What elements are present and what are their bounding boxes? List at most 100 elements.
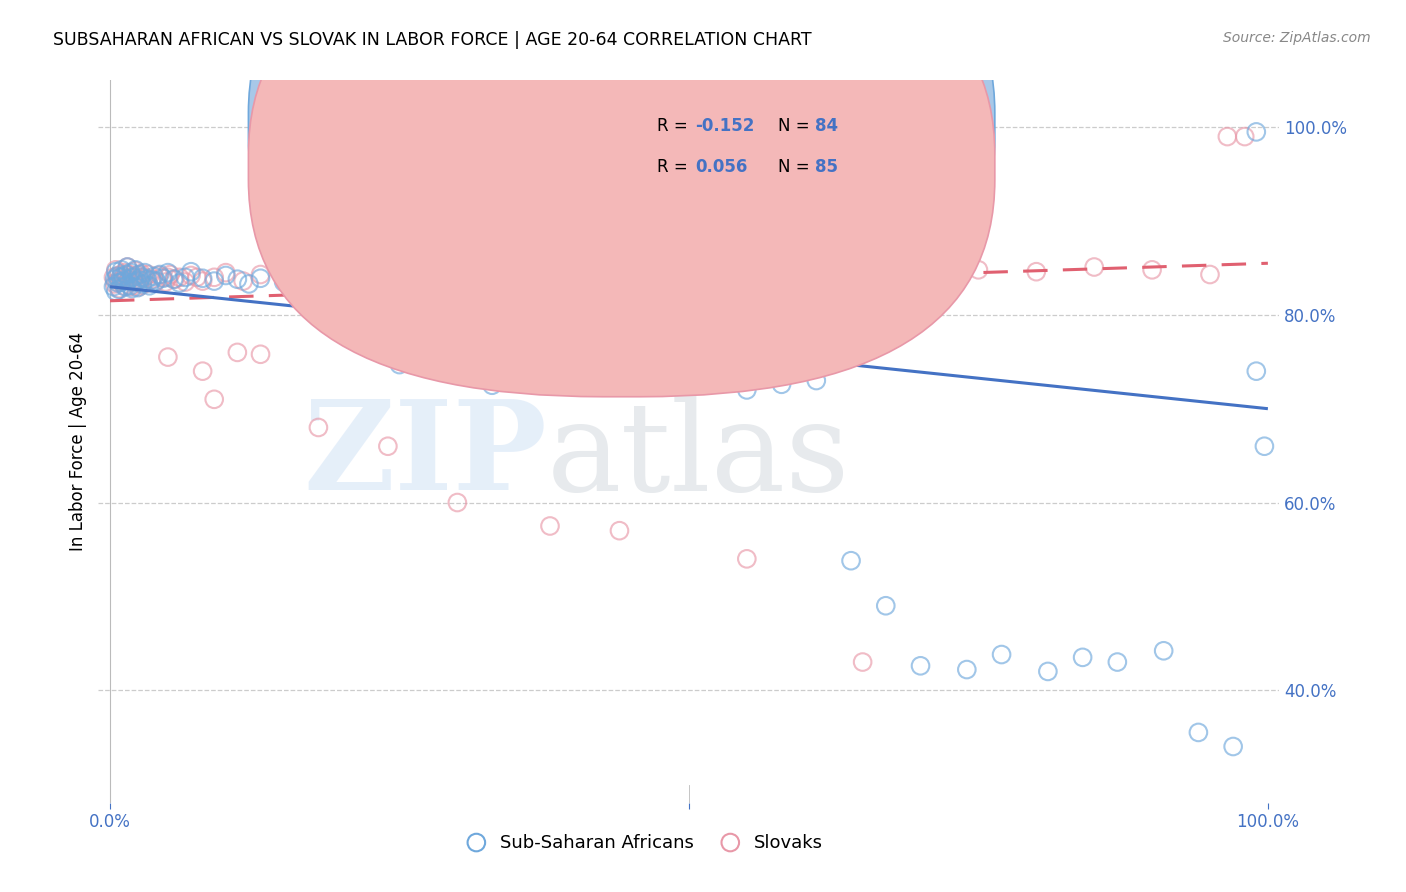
Point: [655, 349, 678, 363]
Point: [128, 279, 150, 293]
Point: [117, 272, 139, 286]
Text: ZIP: ZIP: [304, 395, 547, 516]
Point: [215, 266, 238, 280]
Point: [550, 368, 572, 383]
Point: [118, 268, 141, 282]
Point: [104, 265, 127, 279]
Text: 0.056: 0.056: [695, 158, 747, 176]
Point: [111, 272, 134, 286]
Point: [967, 262, 990, 277]
Point: [1199, 268, 1222, 282]
Point: [1253, 439, 1275, 453]
Point: [735, 383, 758, 397]
Point: [110, 270, 132, 285]
Point: [232, 274, 254, 288]
Point: [115, 268, 138, 282]
Point: [284, 269, 307, 284]
Point: [136, 268, 159, 282]
Point: [110, 275, 132, 289]
Point: [538, 519, 561, 533]
Point: [1246, 364, 1268, 378]
Point: [307, 420, 329, 434]
Point: [342, 268, 364, 282]
Point: [169, 276, 191, 290]
Point: [124, 269, 146, 284]
Point: [446, 268, 468, 282]
Point: [174, 275, 197, 289]
Point: [105, 275, 128, 289]
Point: [412, 343, 434, 358]
Point: [125, 274, 148, 288]
Point: [202, 392, 225, 407]
Point: [110, 262, 132, 277]
Point: [174, 270, 197, 285]
Point: [249, 271, 271, 285]
Point: [191, 274, 214, 288]
Point: [538, 216, 561, 230]
Point: [163, 272, 186, 286]
Point: [434, 328, 457, 343]
Point: [129, 273, 152, 287]
Point: [156, 270, 179, 285]
Point: [124, 275, 146, 289]
Point: [159, 268, 181, 282]
FancyBboxPatch shape: [249, 0, 995, 397]
Point: [104, 285, 127, 299]
Point: [793, 270, 815, 285]
Point: [481, 378, 503, 392]
Point: [446, 495, 468, 509]
Text: R =: R =: [657, 158, 693, 176]
Point: [128, 268, 150, 282]
Point: [143, 275, 166, 289]
Point: [481, 265, 503, 279]
Point: [122, 270, 145, 285]
Point: [249, 347, 271, 361]
Point: [115, 272, 138, 286]
Point: [301, 272, 323, 286]
Point: [163, 272, 186, 286]
Point: [180, 265, 202, 279]
Point: [132, 271, 155, 285]
Point: [104, 277, 127, 291]
Text: Slovaks: Slovaks: [754, 833, 823, 852]
Point: [1107, 655, 1129, 669]
Point: [127, 280, 149, 294]
Point: [107, 276, 129, 290]
Point: [319, 268, 342, 282]
FancyBboxPatch shape: [579, 93, 887, 202]
Text: atlas: atlas: [547, 395, 851, 516]
Point: [990, 648, 1012, 662]
Point: [852, 655, 875, 669]
Point: [110, 274, 132, 288]
Point: [150, 270, 173, 285]
Point: [353, 218, 375, 232]
Point: [585, 357, 607, 371]
Point: [770, 377, 793, 392]
Point: [108, 282, 131, 296]
Point: [108, 283, 131, 297]
Point: [1187, 725, 1209, 739]
Point: [117, 260, 139, 274]
Point: [319, 270, 342, 285]
Point: [141, 272, 163, 286]
Point: [700, 268, 723, 282]
Point: [125, 274, 148, 288]
Point: [412, 265, 434, 279]
Point: [104, 262, 127, 277]
Point: [609, 524, 631, 538]
Point: [366, 270, 388, 285]
Text: Source: ZipAtlas.com: Source: ZipAtlas.com: [1223, 31, 1371, 45]
Point: [112, 278, 135, 293]
Point: [735, 551, 758, 566]
Point: [1216, 129, 1239, 144]
Point: [124, 264, 146, 278]
Point: [114, 266, 136, 280]
Point: [273, 270, 295, 285]
Point: [141, 273, 163, 287]
Point: [956, 663, 979, 677]
Text: -0.152: -0.152: [695, 117, 754, 135]
Text: N =: N =: [778, 117, 814, 135]
Point: [131, 277, 153, 291]
Point: [124, 262, 146, 277]
Point: [191, 364, 214, 378]
